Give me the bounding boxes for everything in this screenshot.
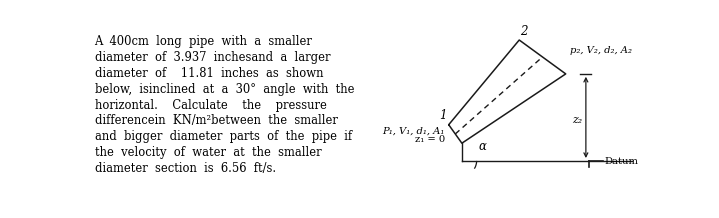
Text: z₂: z₂ [572, 116, 582, 126]
Text: Datum: Datum [605, 157, 638, 166]
Text: the  velocity  of  water  at  the  smaller: the velocity of water at the smaller [94, 146, 321, 159]
Text: 2: 2 [520, 25, 528, 38]
Text: A  400cm  long  pipe  with  a  smaller: A 400cm long pipe with a smaller [94, 35, 312, 48]
Text: differencein  KN/m²between  the  smaller: differencein KN/m²between the smaller [94, 114, 337, 127]
Text: diameter  section  is  6.56  ft/s.: diameter section is 6.56 ft/s. [94, 162, 275, 175]
Text: diameter  of    11.81  inches  as  shown: diameter of 11.81 inches as shown [94, 67, 323, 80]
Text: horizontal.    Calculate    the    pressure: horizontal. Calculate the pressure [94, 99, 326, 112]
Text: z₁ = 0: z₁ = 0 [415, 135, 445, 144]
Text: 1: 1 [439, 109, 447, 122]
Text: P₁, V₁, d₁, A₁: P₁, V₁, d₁, A₁ [383, 126, 445, 135]
Text: α: α [479, 140, 487, 153]
Text: below,  isinclined  at  a  30°  angle  with  the: below, isinclined at a 30° angle with th… [94, 83, 354, 96]
Text: diameter  of  3.937  inchesand  a  larger: diameter of 3.937 inchesand a larger [94, 51, 330, 64]
Text: and  bigger  diameter  parts  of  the  pipe  if: and bigger diameter parts of the pipe if [94, 130, 352, 143]
Text: p₂, V₂, d₂, A₂: p₂, V₂, d₂, A₂ [569, 46, 631, 55]
